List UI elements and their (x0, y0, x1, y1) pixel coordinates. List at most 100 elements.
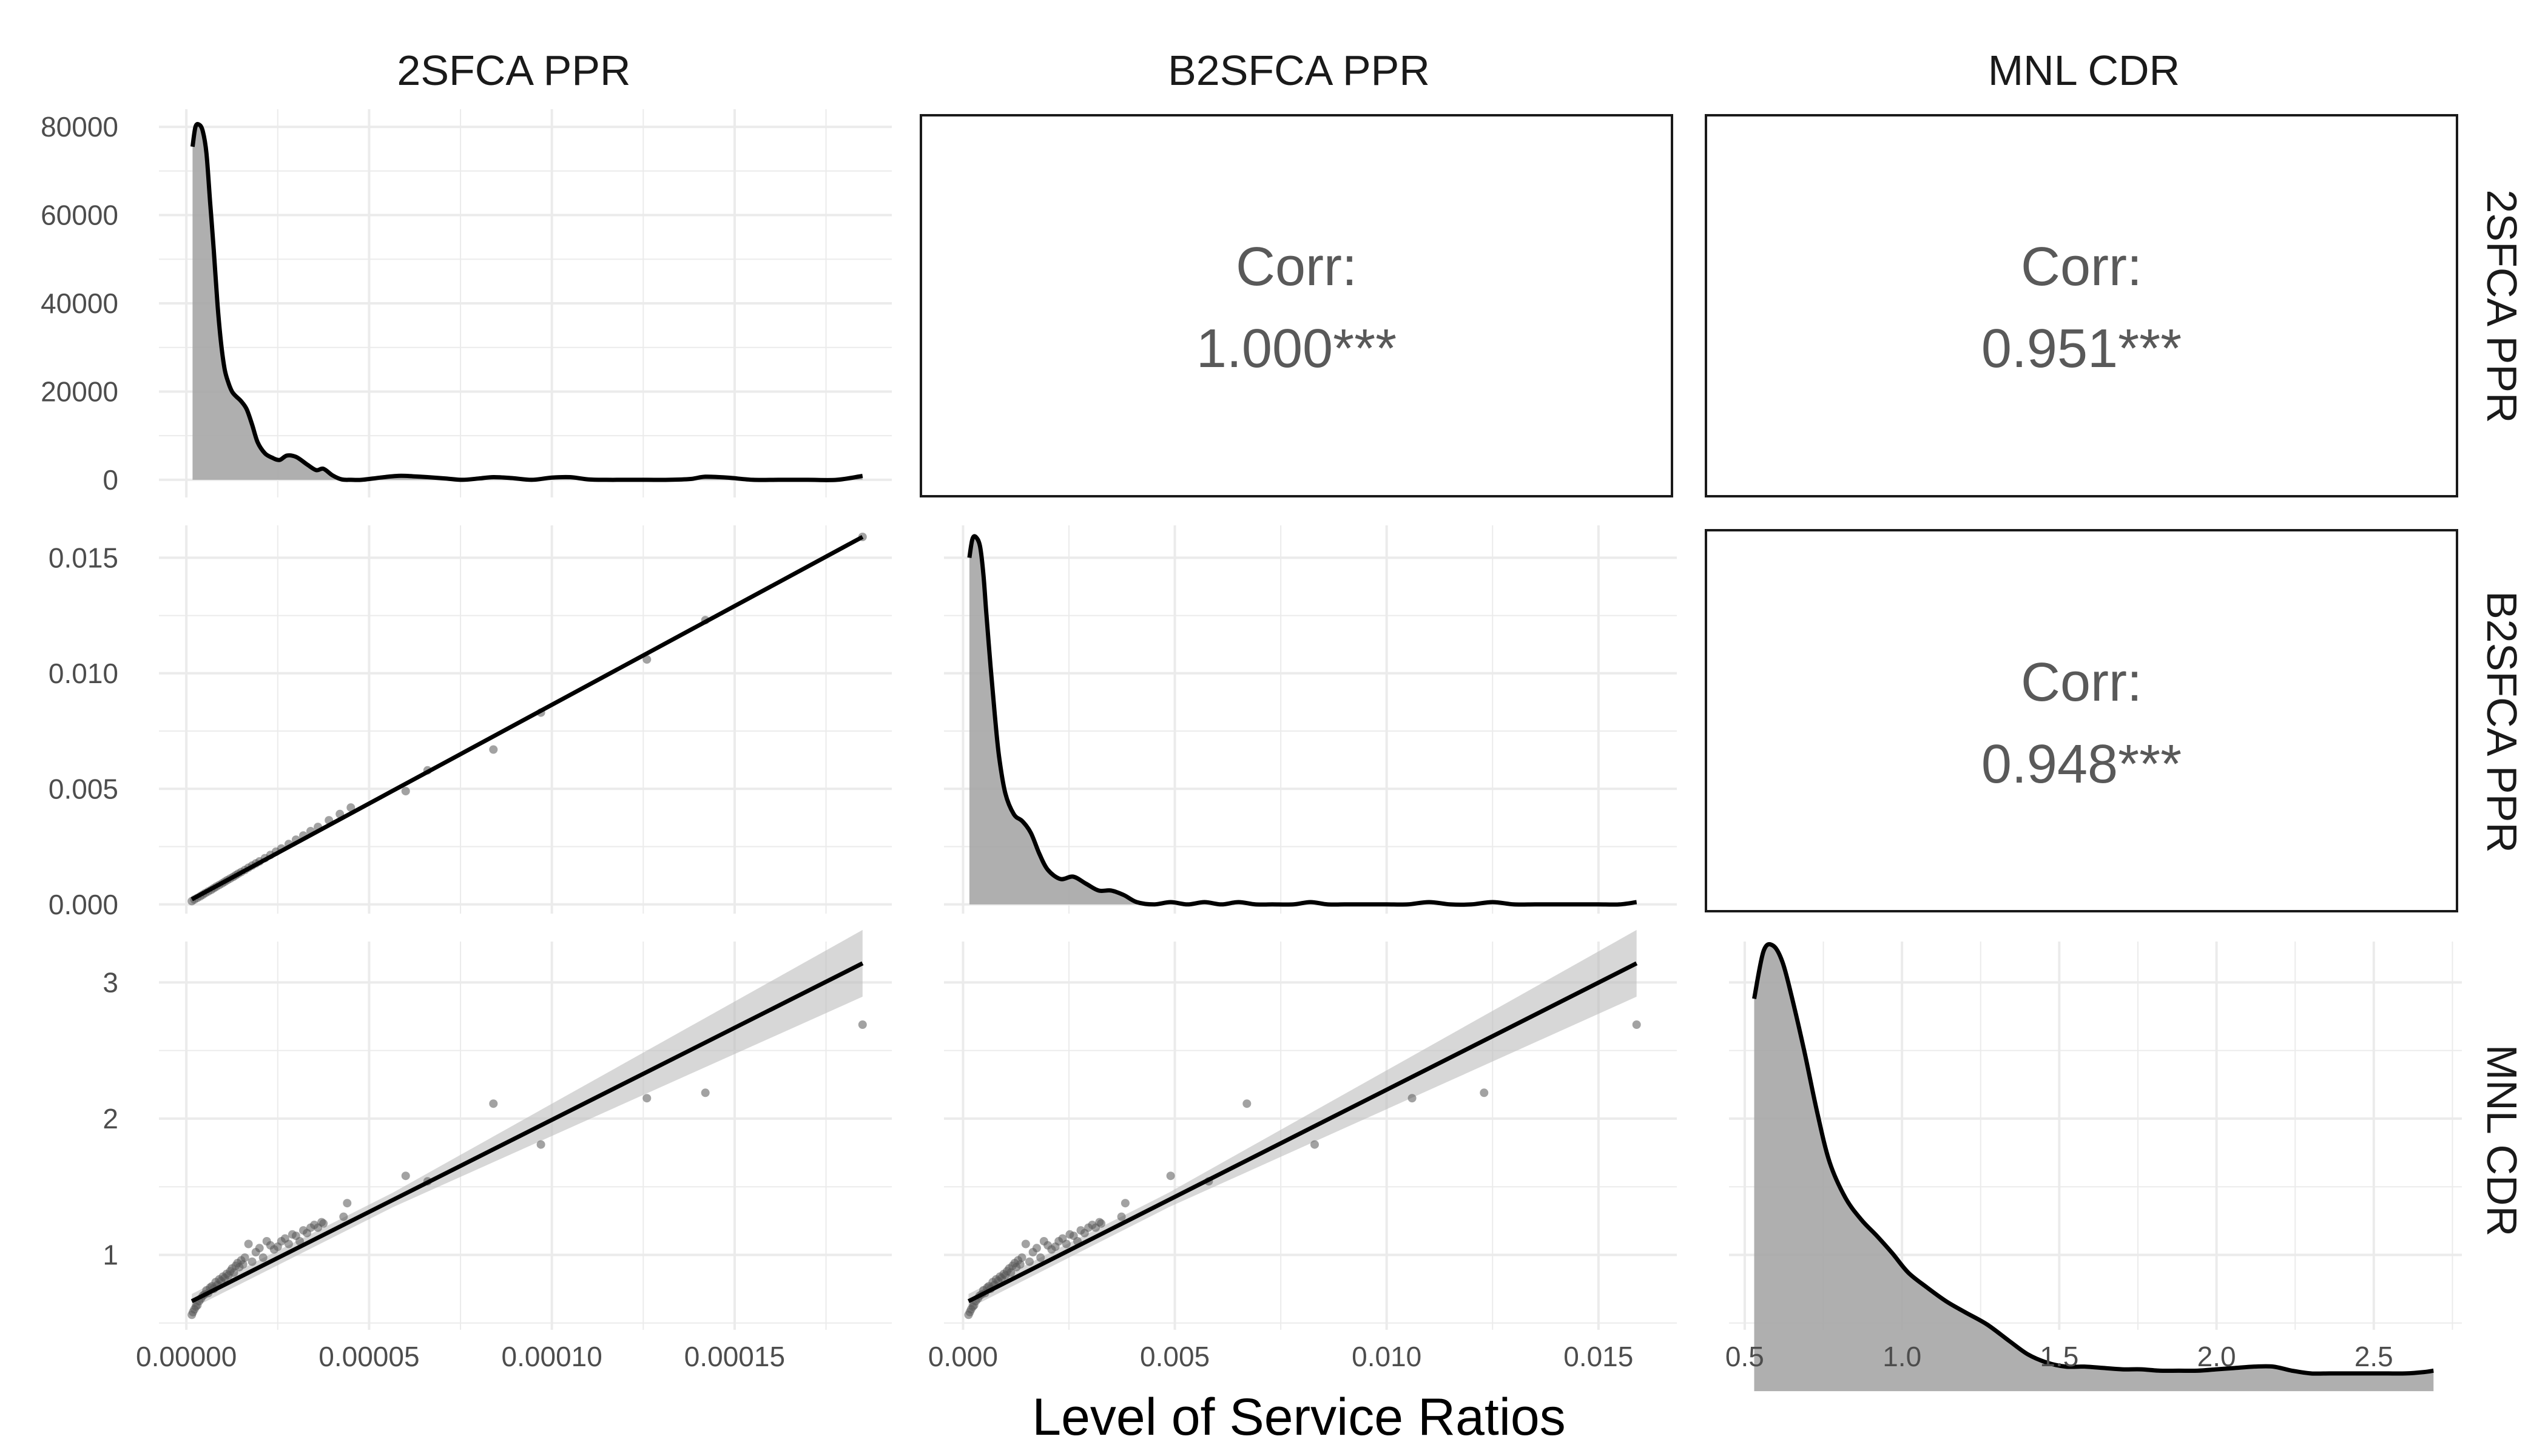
corr-panel-frame (1705, 529, 2458, 912)
x-tick-label: 0.00005 (318, 1341, 419, 1372)
corr-panel-2sfca-b2sfca: Corr: 1.000*** (920, 114, 1673, 497)
x-tick-label: 0.00010 (502, 1341, 602, 1372)
scatter-panel-2sfca-vs-b2sfca (159, 525, 892, 914)
density-area (969, 536, 1637, 905)
scatter-point (401, 787, 410, 796)
y-axis-row-b2sfca-ppr: 0.000 0.005 0.010 0.015 (49, 542, 118, 920)
corr-panel-2sfca-mnl: Corr: 0.951*** (1705, 114, 2458, 497)
x-tick-label: 1.0 (1882, 1341, 1921, 1372)
row-header-mnl-cdr: MNL CDR (2478, 1045, 2526, 1236)
scatter-point (346, 803, 356, 812)
scatter-point (1121, 1199, 1130, 1208)
density-panel-mnl-cdr (1729, 942, 2462, 1392)
scatter-panel-2sfca-vs-mnl (159, 929, 892, 1330)
x-tick-label: 2.5 (2354, 1341, 2393, 1372)
scatter-point (1006, 1268, 1016, 1277)
scatter-point (1407, 1094, 1417, 1103)
confidence-band (192, 929, 863, 1309)
y-tick-label: 60000 (41, 200, 118, 231)
y-tick-label: 0.010 (49, 658, 118, 689)
scatter-point (1480, 1088, 1489, 1097)
corr-label: Corr: (2021, 237, 2142, 297)
scatter-point (642, 1094, 652, 1103)
corr-value: 1.000*** (1196, 318, 1397, 379)
scatter-point (1117, 1212, 1126, 1221)
scatter-point (489, 745, 498, 754)
y-tick-label: 0 (103, 464, 118, 496)
scatter-point (295, 1237, 304, 1245)
scatter-point (1025, 1257, 1034, 1266)
y-tick-label: 20000 (41, 376, 118, 408)
scatter-point (536, 1140, 545, 1149)
scatter-point (1062, 1239, 1071, 1249)
scatter-point (258, 1253, 268, 1262)
density-panel-2sfca-ppr (159, 109, 892, 497)
confidence-band (968, 929, 1637, 1309)
y-axis-row-mnl-cdr: 1 2 3 (103, 966, 118, 1270)
corr-value: 0.951*** (1981, 318, 2182, 379)
scatter-point (1017, 1253, 1026, 1262)
density-panel-b2sfca-ppr (944, 525, 1677, 914)
x-tick-label: 0.00015 (684, 1341, 785, 1372)
scatter-point (642, 655, 652, 664)
x-tick-label: 2.0 (2197, 1341, 2236, 1372)
x-tick-label: 0.00000 (136, 1341, 237, 1372)
corr-panel-frame (1705, 114, 2458, 497)
y-tick-label: 0.005 (49, 773, 118, 804)
density-area (1754, 944, 2434, 1392)
scatter-point (1242, 1099, 1252, 1108)
scatter-point (343, 1199, 352, 1208)
x-axis-col-2sfca-ppr: 0.00000 0.00005 0.00010 0.00015 (136, 1341, 785, 1372)
scatter-point (1036, 1253, 1045, 1262)
x-tick-label: 0.000 (928, 1341, 998, 1372)
scatter-point (1021, 1239, 1030, 1249)
y-axis-row-2sfca-ppr: 0 20000 40000 60000 80000 (41, 111, 118, 496)
corr-label: Corr: (1236, 237, 1357, 297)
column-header-b2sfca-ppr: B2SFCA PPR (1168, 47, 1430, 94)
column-header-2sfca-ppr: 2SFCA PPR (397, 47, 630, 94)
scatter-point (1032, 1244, 1041, 1253)
corr-label: Corr: (2021, 652, 2142, 713)
density-curve (1752, 942, 2434, 1376)
y-tick-label: 40000 (41, 288, 118, 319)
row-header-b2sfca-ppr: B2SFCA PPR (2478, 591, 2526, 853)
scatter-point (1016, 1260, 1025, 1269)
x-tick-label: 0.010 (1352, 1341, 1421, 1372)
x-tick-label: 1.5 (2040, 1341, 2078, 1372)
scatter-point (284, 1239, 293, 1249)
density-curve (190, 121, 863, 482)
regression-line (967, 961, 1638, 1303)
scatter-point (248, 1257, 257, 1266)
corr-panel-b2sfca-mnl: Corr: 0.948*** (1705, 529, 2458, 912)
density-area (192, 124, 863, 480)
scatter-point (238, 1260, 248, 1269)
x-tick-label: 0.5 (1725, 1341, 1764, 1372)
x-axis-col-b2sfca-ppr: 0.000 0.005 0.010 0.015 (928, 1341, 1634, 1372)
x-tick-label: 0.005 (1140, 1341, 1210, 1372)
scatter-point (229, 1268, 238, 1277)
corr-value: 0.948*** (1981, 734, 2182, 795)
x-axis-label: Level of Service Ratios (1032, 1388, 1566, 1446)
density-curve (967, 534, 1637, 907)
scatter-panel-b2sfca-vs-mnl (944, 929, 1677, 1330)
scatter-point (701, 1088, 710, 1097)
scatter-point (401, 1171, 410, 1181)
regression-line (190, 534, 864, 902)
y-tick-label: 3 (103, 966, 118, 998)
y-tick-label: 2 (103, 1103, 118, 1134)
y-tick-label: 80000 (41, 111, 118, 143)
scatter-point (489, 1099, 498, 1108)
scatter-point (319, 1219, 328, 1228)
scatter-point (339, 1212, 348, 1221)
scatter-point (244, 1239, 253, 1249)
scatter-point (1632, 1020, 1641, 1029)
scatter-point (1166, 1171, 1175, 1181)
x-axis-col-mnl-cdr: 0.5 1.0 1.5 2.0 2.5 (1725, 1341, 2393, 1372)
row-header-2sfca-ppr: 2SFCA PPR (2478, 189, 2526, 423)
x-tick-label: 0.015 (1563, 1341, 1633, 1372)
regression-line (190, 961, 864, 1303)
y-tick-label: 0.015 (49, 542, 118, 573)
scatter-point (858, 1020, 867, 1029)
column-header-mnl-cdr: MNL CDR (1988, 47, 2180, 94)
